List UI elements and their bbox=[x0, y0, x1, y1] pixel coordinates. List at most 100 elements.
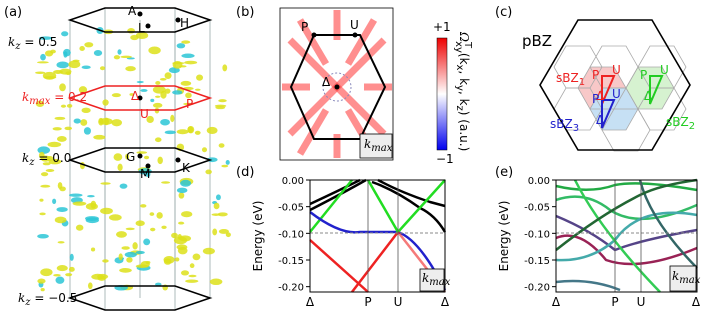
panel-e: (e) kmax Energy (eV) Δ P U Δ 0.00 -0.05 -0… bbox=[495, 165, 701, 309]
kmax-label: kmax bbox=[672, 269, 701, 286]
isosurface bbox=[135, 220, 145, 227]
point-label: P bbox=[186, 97, 193, 111]
isosurface bbox=[212, 228, 218, 236]
isosurface bbox=[192, 253, 201, 261]
isosurface bbox=[78, 86, 88, 94]
isosurface bbox=[72, 201, 87, 206]
plane-label: kmax = 0.2 bbox=[22, 90, 87, 107]
isosurface bbox=[111, 119, 123, 127]
y-tick-label: -0.10 bbox=[524, 229, 550, 240]
isosurface bbox=[205, 169, 212, 175]
axes-frame bbox=[555, 179, 698, 293]
colorbar-max: +1 bbox=[433, 20, 451, 34]
zone-label: sBZ2 bbox=[666, 115, 695, 132]
isosurface bbox=[170, 114, 175, 123]
isosurface bbox=[164, 72, 172, 79]
bands bbox=[555, 178, 698, 293]
isosurface bbox=[66, 104, 73, 108]
isosurface bbox=[42, 162, 51, 166]
isosurface bbox=[40, 268, 53, 277]
x-tick-label: Δ bbox=[692, 295, 701, 309]
isosurface bbox=[213, 202, 220, 210]
isosurface bbox=[225, 160, 230, 165]
point-label: P bbox=[640, 68, 647, 82]
isosurface bbox=[79, 45, 85, 52]
isosurface bbox=[181, 211, 193, 218]
point-label: U bbox=[612, 63, 621, 77]
point-label: U bbox=[350, 18, 359, 32]
panel-d: (d) kmax Energy (eV) Δ P U Δ 0.00 -0.05 -0… bbox=[236, 165, 451, 309]
isosurface bbox=[180, 270, 190, 276]
isosurface bbox=[83, 127, 91, 135]
point-label: U bbox=[140, 107, 149, 121]
kmax-label: kmax bbox=[422, 271, 451, 288]
isosurface bbox=[146, 115, 154, 124]
isosurface bbox=[81, 107, 91, 114]
isosurface bbox=[125, 153, 130, 160]
isosurface bbox=[140, 89, 148, 92]
isosurface bbox=[37, 278, 46, 284]
isosurface bbox=[218, 229, 230, 234]
isosurface bbox=[201, 147, 208, 153]
isosurface bbox=[39, 198, 44, 202]
isosurface bbox=[222, 64, 228, 72]
isosurface bbox=[68, 266, 75, 272]
point-label: U bbox=[660, 63, 669, 77]
isosurface bbox=[56, 207, 68, 213]
isosurface bbox=[121, 246, 130, 250]
isosurface bbox=[40, 172, 49, 177]
isosurface bbox=[211, 213, 221, 216]
isosurface bbox=[149, 212, 155, 216]
panel-label: (d) bbox=[236, 165, 254, 180]
isosurface bbox=[100, 182, 111, 185]
isosurface bbox=[161, 181, 171, 184]
isosurface bbox=[174, 257, 180, 262]
isosurface bbox=[119, 183, 128, 189]
isosurface bbox=[178, 192, 185, 199]
x-tick-label: U bbox=[637, 295, 646, 309]
point-label: A bbox=[128, 4, 137, 18]
isosurface bbox=[171, 232, 178, 239]
isosurface bbox=[140, 204, 147, 208]
point-label: H bbox=[180, 16, 189, 30]
isosurface bbox=[136, 151, 148, 154]
y-tick-label: -0.05 bbox=[278, 203, 304, 214]
isosurface bbox=[221, 164, 229, 168]
isosurface bbox=[85, 203, 98, 210]
isosurface bbox=[97, 273, 109, 280]
isosurface bbox=[164, 130, 177, 135]
isosurface bbox=[69, 253, 74, 261]
isosurface bbox=[152, 102, 163, 108]
kmax-box bbox=[419, 268, 445, 292]
point-label: P bbox=[301, 20, 308, 34]
isosurface bbox=[132, 242, 138, 250]
isosurface bbox=[117, 163, 123, 172]
isosurface bbox=[218, 99, 227, 103]
isosurface bbox=[177, 234, 182, 240]
isosurface bbox=[161, 225, 167, 229]
isosurface bbox=[196, 74, 204, 81]
isosurface bbox=[40, 53, 46, 61]
isosurface bbox=[54, 116, 66, 120]
isosurface bbox=[202, 247, 215, 255]
bz-planes bbox=[67, 7, 213, 311]
isosurface bbox=[150, 227, 156, 232]
y-tick-label: -0.15 bbox=[524, 256, 550, 267]
isosurface bbox=[143, 238, 151, 246]
isosurface bbox=[60, 104, 67, 108]
isosurface bbox=[180, 179, 192, 187]
plane-label: kz = −0.5 bbox=[18, 291, 77, 308]
y-tick-label: -0.15 bbox=[278, 256, 304, 267]
isosurface bbox=[93, 134, 106, 140]
panel-a: (a) kz = 0.5 kmax = 0.2 kz = 0.0 kz = −0… bbox=[4, 4, 231, 311]
isosurface bbox=[57, 182, 63, 189]
isosurface bbox=[56, 136, 67, 142]
point-label: K bbox=[182, 161, 191, 175]
ring bbox=[322, 72, 352, 102]
hs-points bbox=[137, 11, 181, 169]
isosurface bbox=[218, 143, 225, 148]
isosurface bbox=[59, 68, 72, 75]
isosurface bbox=[160, 90, 167, 99]
isosurface bbox=[159, 77, 167, 81]
